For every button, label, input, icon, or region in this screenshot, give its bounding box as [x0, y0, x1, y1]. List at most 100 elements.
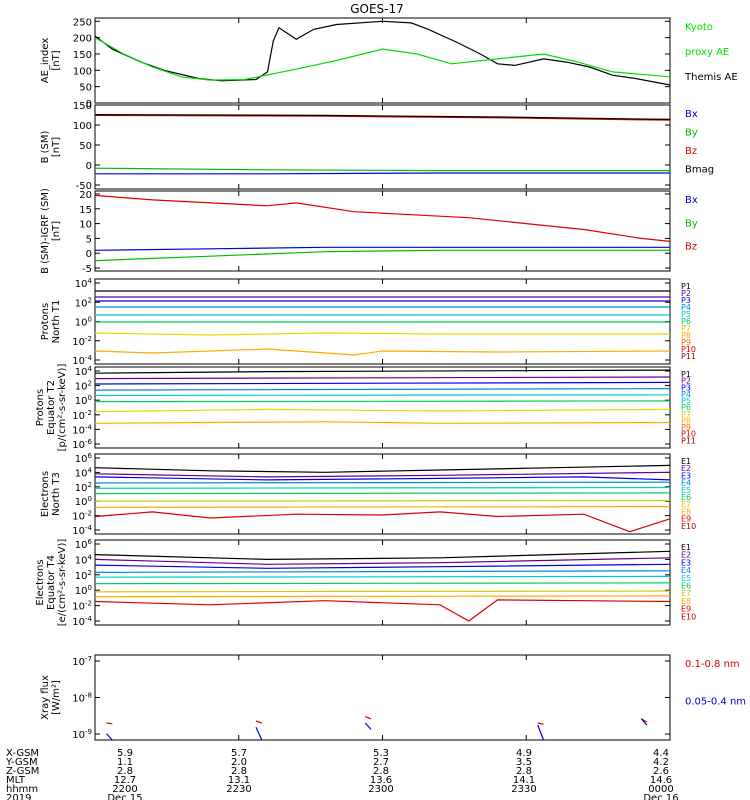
series-line-E8 — [94, 595, 671, 598]
y-tick-label: 104 — [75, 466, 93, 479]
y-tick-label: 0 — [86, 99, 92, 110]
legend-entry: By — [685, 218, 698, 229]
axis-cell: 1.1 — [117, 757, 133, 768]
series-line-Bx — [95, 172, 670, 175]
y-tick-label: 10 — [79, 220, 92, 231]
y-axis-label: [p/(cm²-s-sr-keV)] — [57, 364, 68, 452]
legend-entry: P11 — [681, 436, 696, 445]
legend-entry: Bz — [685, 242, 697, 253]
series-line-P4 — [94, 388, 671, 391]
series-line-E9 — [94, 599, 671, 622]
legend-entry: 0.05-0.4 nm — [685, 697, 746, 708]
legend-entry: P6 — [681, 403, 691, 412]
series-line-Bx — [94, 246, 670, 251]
series-line-E6 — [94, 492, 671, 495]
series-line-P7 — [94, 408, 671, 413]
legend-entry: By — [685, 128, 698, 139]
axis-cell: 4.4 — [653, 748, 669, 759]
axis-row-label: 2019 — [6, 793, 31, 800]
y-axis-label: B (SM) — [40, 130, 51, 163]
y-tick-label: 102 — [75, 380, 92, 393]
series-line-E9 — [94, 511, 671, 533]
series-line-P3 — [94, 381, 671, 385]
series-line-0.1-0.8-nm — [106, 722, 113, 725]
y-tick-label: 100 — [73, 121, 92, 132]
y-axis-label: [nT] — [51, 137, 62, 157]
series-line-E1 — [94, 464, 671, 473]
series-line-E3 — [94, 563, 671, 569]
legend-entry: Bz — [685, 146, 697, 157]
axis-cell: 4.9 — [516, 748, 532, 759]
y-tick-label: 150 — [73, 101, 92, 112]
panel-frame — [94, 654, 671, 741]
series-line-Bmag — [94, 114, 671, 120]
series-line-P5 — [94, 394, 671, 397]
y-tick-label: 200 — [73, 34, 92, 45]
series-line-E2 — [94, 557, 671, 565]
y-tick-label: 104 — [75, 277, 93, 290]
axis-cell: Dec 15 — [107, 793, 142, 800]
y-axis-label: North T3 — [51, 472, 62, 516]
axis-cell: 2200 — [112, 784, 137, 795]
y-tick-label: 0 — [86, 161, 92, 172]
legend-entry: E5 — [681, 486, 691, 495]
legend-entry: E10 — [681, 612, 696, 621]
series-line-E1 — [94, 550, 671, 561]
y-axis-label: [W/m²] — [51, 680, 62, 715]
y-tick-label: 10-8 — [72, 692, 92, 705]
y-axis-label: Protons — [35, 389, 46, 426]
axis-row-label: MLT — [6, 775, 26, 786]
y-tick-label: 10-2 — [72, 510, 92, 523]
axis-row-label: Z-GSM — [6, 766, 39, 777]
axis-cell: 3.5 — [516, 757, 532, 768]
legend-entry: P7 — [681, 324, 691, 333]
series-line-Bz — [94, 194, 671, 242]
series-line-E6 — [94, 582, 671, 585]
y-tick-label: 20 — [79, 190, 92, 201]
y-axis-label: [nT] — [51, 221, 62, 241]
y-tick-label: 100 — [75, 584, 92, 597]
legend-entry: Bx — [685, 195, 698, 206]
legend-entry: P5 — [681, 310, 691, 319]
y-tick-label: 10-7 — [72, 655, 92, 668]
axis-cell: 4.2 — [653, 757, 669, 768]
legend-entry: P8 — [681, 331, 691, 340]
axis-cell: 5.3 — [373, 748, 389, 759]
legend-entry: E1 — [681, 543, 691, 552]
legend-entry: P4 — [681, 390, 691, 399]
series-line-0.1-0.8-nm — [537, 722, 544, 725]
series-line-0.05-0.4-nm — [364, 722, 372, 730]
y-tick-label: 100 — [75, 495, 92, 508]
series-line-By — [94, 167, 670, 172]
series-line-P8 — [94, 421, 671, 424]
y-axis-label: Electrons — [35, 559, 46, 605]
y-tick-label: 50 — [79, 83, 92, 94]
legend-entry: P6 — [681, 317, 691, 326]
legend-entry: 0.1-0.8 nm — [685, 659, 740, 670]
legend-entry: proxy AE — [685, 47, 729, 58]
panel-xray: 10-7 10-8 10-9 Xray flux [W/m²] 0.1-0.8 nm 0.0… — [40, 654, 746, 741]
y-axis-label: [e/(cm²-s-sr-keV)] — [57, 539, 68, 627]
legend-entry: E8 — [681, 507, 691, 516]
y-tick-label: 5 — [86, 234, 92, 245]
y-axis-label: Protons — [40, 303, 51, 340]
legend-entry: E10 — [681, 522, 696, 531]
legend-entry: P9 — [681, 423, 691, 432]
series-line-0.05-0.4-nm — [640, 718, 648, 726]
y-tick-label: 102 — [75, 481, 92, 494]
legend-entry: E3 — [681, 471, 691, 480]
axis-cell: 5.7 — [231, 748, 247, 759]
series-line-E2 — [94, 471, 671, 478]
axis-cell: 13.1 — [228, 775, 250, 786]
legend-entry: E7 — [681, 500, 691, 509]
legend-entry: E1 — [681, 457, 691, 466]
panel-bigrf: -5 0 5 10 15 20 B (SM)-IGRF (SM) [nT] Bx By Bz — [40, 188, 698, 275]
y-tick-label: 106 — [75, 538, 93, 551]
series-line-E8 — [94, 506, 671, 508]
y-tick-label: 10-4 — [72, 423, 92, 436]
axis-cell: Dec 16 — [643, 793, 678, 800]
